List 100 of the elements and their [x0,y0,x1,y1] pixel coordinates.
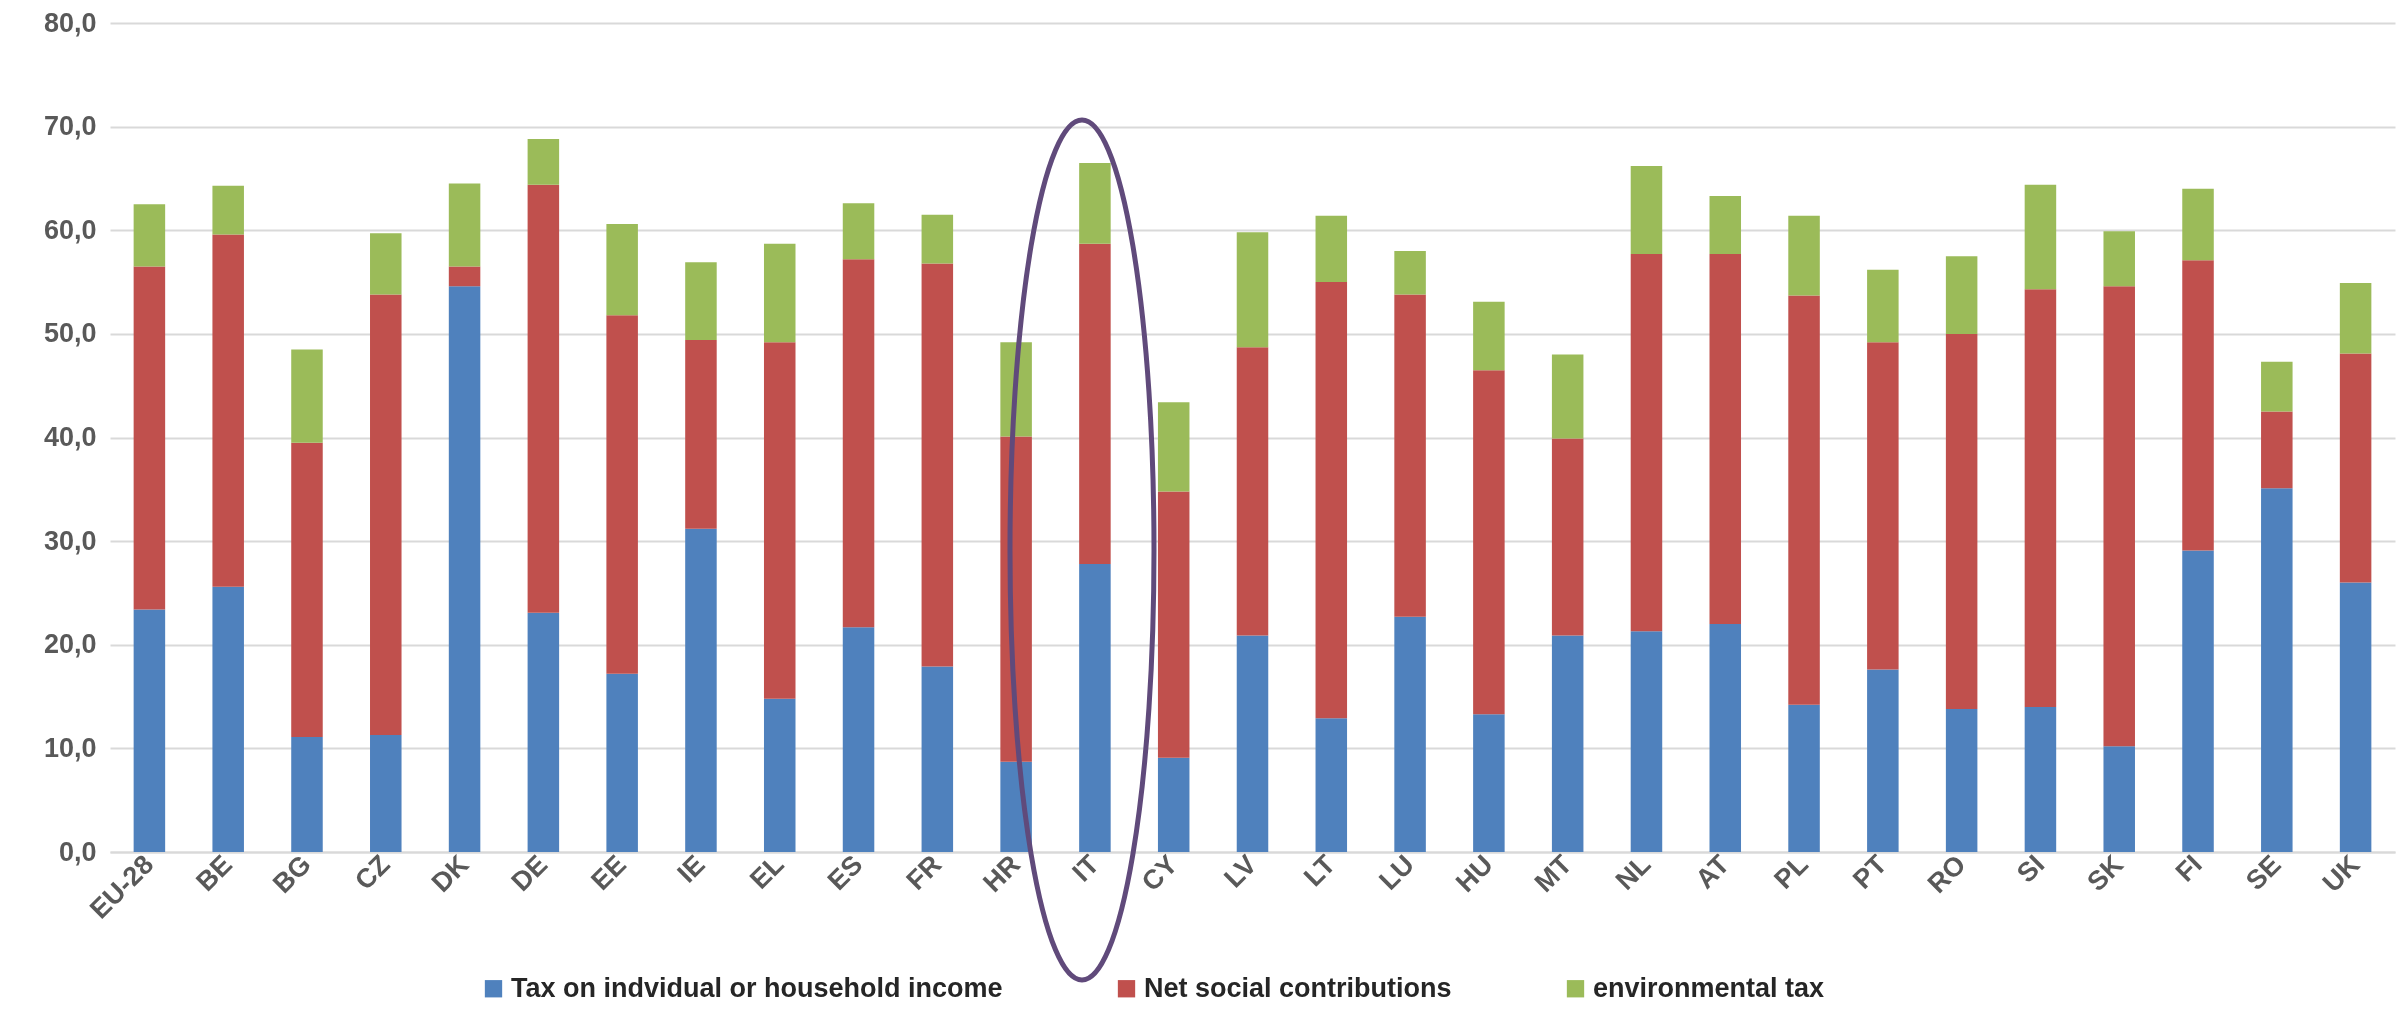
bar [1394,250,1426,295]
bar [1315,718,1348,852]
bar [1709,254,1742,625]
bar [1157,491,1190,758]
bar [606,224,638,316]
x-tick-label: HU [1449,849,1499,898]
bar [1079,243,1111,564]
bar [921,214,954,264]
bar [2261,488,2293,852]
bar [2024,184,2057,290]
x-tick-label: MT [1528,848,1578,898]
bar [1315,282,1348,719]
x-tick-label: BG [267,849,317,900]
bar [1945,333,1978,709]
bar [1945,709,1978,852]
bar [133,204,166,267]
x-tick-label: BE [190,849,239,897]
x-tick-label: LT [1298,848,1342,893]
bar [2024,706,2057,852]
bar [1079,162,1111,244]
legend-label: Tax on indvidual or household income [511,972,1003,1003]
bar [1079,563,1111,852]
bar [2339,582,2372,852]
bar [1394,294,1426,617]
bar [606,673,638,852]
bar [1788,295,1820,705]
y-tick-label: 80,0 [43,7,97,38]
bar [1473,714,1505,852]
bar [133,266,166,610]
x-tick-label: DE [505,849,554,897]
y-tick-label: 10,0 [43,732,97,763]
bar [2261,361,2293,412]
y-tick-label: 30,0 [43,525,97,556]
bar [842,627,875,852]
bar [1315,215,1348,283]
y-tick-label: 60,0 [43,214,97,245]
bar [2261,411,2293,489]
bar [291,349,323,443]
x-tick-label: DK [425,848,475,898]
bar [1551,438,1584,636]
bar [1630,631,1663,852]
bar [1236,347,1269,636]
bar [606,315,638,674]
bar [1788,704,1820,852]
bar [212,586,244,852]
x-tick-label: AT [1689,848,1736,895]
bar [921,263,954,667]
x-tick-label: SE [2240,849,2287,896]
x-tick-label: IT [1066,848,1106,888]
bar [1867,669,1899,852]
y-tick-label: 40,0 [43,422,97,452]
bar [1945,256,1978,334]
legend-label: environmental tax [1593,972,1825,1003]
bar [2182,550,2214,852]
bar [1394,616,1426,852]
bar [370,294,402,735]
bar [1788,215,1820,296]
bar [1709,196,1742,255]
x-tick-label: PT [1847,848,1894,895]
bar [2103,286,2135,747]
x-tick-label: IE [671,849,711,889]
x-tick-label: RO [1921,849,1972,900]
bar [133,609,166,852]
bar [448,286,481,852]
bar [2182,260,2214,551]
bar [291,442,323,737]
bar [448,266,481,287]
x-tick-label: NL [1609,849,1657,896]
bar [2103,231,2135,287]
y-tick-label: 50,0 [43,318,97,349]
x-tick-label: EL [744,849,790,895]
bar [370,233,402,295]
bar [2182,188,2214,261]
bar [212,185,244,235]
bar [448,183,481,267]
bar [527,139,560,185]
bar [2339,353,2372,583]
x-tick-label: CY [1135,849,1184,897]
bar [1157,757,1190,852]
x-tick-label: HR [977,849,1027,898]
bar [685,340,717,529]
bar [291,736,323,852]
x-tick-label: FR [900,849,948,896]
x-tick-label: SK [2081,848,2130,897]
bar [2339,283,2372,354]
bar [1867,269,1899,343]
bar [2024,289,2057,707]
bar [685,528,717,852]
y-tick-label: 20,0 [43,629,97,660]
bar [2103,746,2135,852]
bar [842,259,875,628]
bar [212,234,244,587]
bar [1551,354,1584,439]
bar [1709,624,1742,852]
x-tick-label: SI [2011,849,2051,889]
bar [527,184,560,613]
bar [370,734,402,852]
bar [1551,635,1584,852]
x-tick-label: UK [2316,848,2366,898]
x-tick-label: LU [1373,849,1420,896]
